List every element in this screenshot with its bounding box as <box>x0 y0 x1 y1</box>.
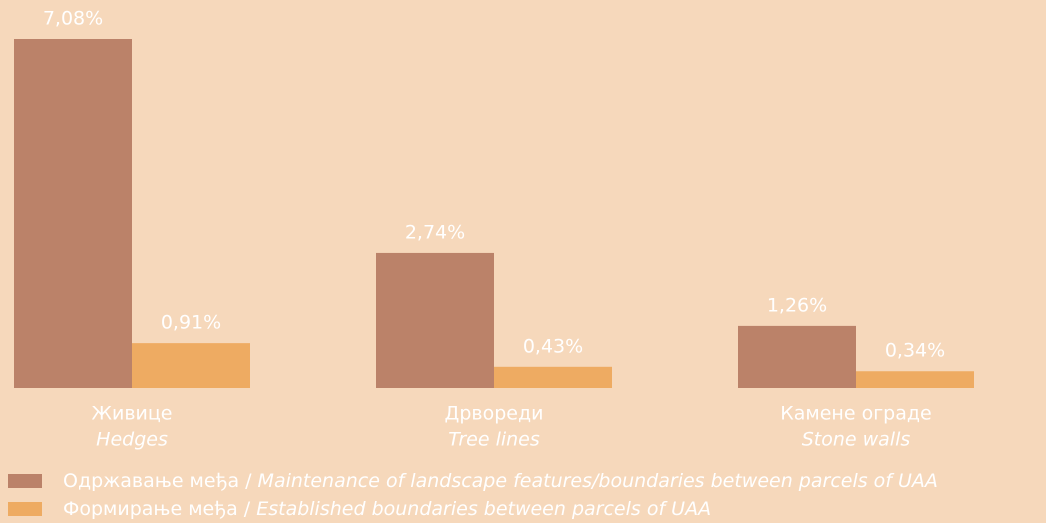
legend-name: Одржавање међа / <box>63 470 252 492</box>
bar <box>14 39 132 388</box>
value-label: 0,34% <box>885 340 945 362</box>
bar <box>856 371 974 388</box>
bar <box>494 366 612 388</box>
category-label: Дрвореди <box>445 403 544 425</box>
value-label: 7,08% <box>43 8 103 30</box>
value-label: 1,26% <box>767 294 827 316</box>
value-label: 0,91% <box>161 312 221 334</box>
bar <box>738 325 856 388</box>
category-label-en: Stone walls <box>802 429 911 451</box>
value-label: 2,74% <box>405 221 465 243</box>
category-label: Камене ограде <box>780 403 931 425</box>
legend-swatch <box>8 474 42 488</box>
legend-name-en: Established boundaries between parcels o… <box>256 498 711 520</box>
category-label-en: Tree lines <box>448 429 540 451</box>
legend-label: Одржавање међа / Maintenance of landscape… <box>63 470 938 492</box>
bar <box>376 252 494 388</box>
category-label: Живице <box>92 403 173 425</box>
category-label-en: Hedges <box>96 429 168 451</box>
value-label: 0,43% <box>523 335 583 357</box>
legend-name-en: Maintenance of landscape features/bounda… <box>258 470 938 492</box>
legend-swatch <box>8 502 42 516</box>
legend-name: Формирање међа / <box>63 498 251 520</box>
legend-label: Формирање међа / Established boundaries b… <box>63 498 711 520</box>
bar <box>132 343 250 388</box>
